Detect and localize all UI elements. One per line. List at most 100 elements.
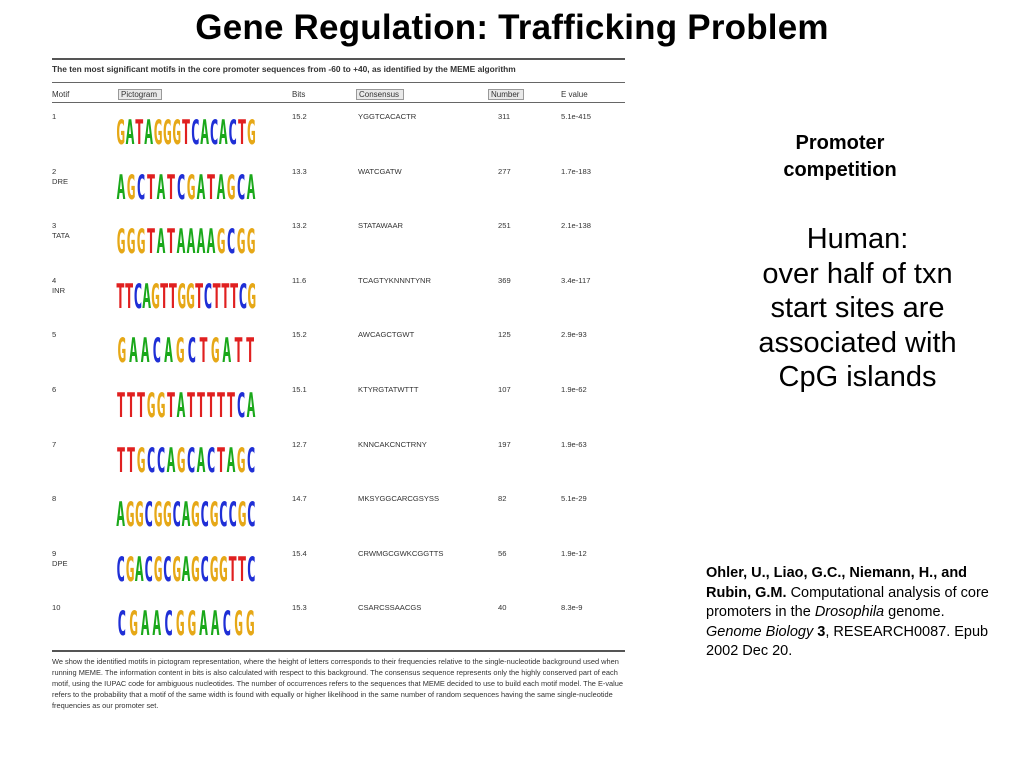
motif-evalue: 3.4e-117 — [561, 275, 591, 285]
logo-letter: C — [228, 496, 237, 532]
logo-letter: C — [116, 551, 125, 587]
motif-id: 2 — [52, 166, 57, 176]
logo-letter: A — [152, 606, 161, 642]
logo-letter: A — [166, 442, 175, 478]
logo-letter: G — [176, 333, 185, 369]
logo-letter: C — [152, 333, 161, 369]
logo-letter: G — [246, 606, 255, 642]
motif-row: 7 T T G C C A G C A C T A G C 12.7 KNNCAKCNCTRNY 197 1.9e-… — [52, 440, 625, 494]
logo-letter: T — [116, 442, 125, 478]
logo-letter: A — [196, 442, 205, 478]
motif-consensus: YGGTCACACTR — [358, 112, 417, 121]
motif-id: 9 — [52, 548, 57, 558]
logo-letter: A — [206, 223, 215, 259]
motif-evalue: 2.1e-138 — [561, 221, 591, 231]
logo-letter: G — [237, 496, 246, 532]
logo-letter: G — [153, 496, 162, 532]
motif-row: 8 A G G C G G C A G C G C C G C 14.7 MKSYGGCARCGSYSS 82 5.1… — [52, 494, 625, 548]
table-header-rule — [52, 102, 625, 103]
human-line-5: CpG islands — [778, 361, 937, 393]
logo-letter: G — [136, 223, 145, 259]
logo-letter: T — [216, 387, 225, 423]
logo-letter: C — [117, 606, 126, 642]
logo-letter: A — [176, 223, 185, 259]
motif-bits: 15.3 — [292, 603, 307, 613]
logo-letter: T — [216, 442, 225, 478]
logo-letter: G — [146, 387, 155, 423]
motif-row: 1 G A T A G G G T C A C A C T G 15.2 YGGTCACACTR 311 5.1e-4… — [52, 112, 625, 166]
motif-number: 40 — [498, 603, 507, 613]
logo-letter: T — [181, 114, 190, 150]
logo-letter: T — [126, 442, 135, 478]
logo-letter: G — [163, 114, 172, 150]
logo-letter: C — [236, 169, 245, 205]
motif-name: TATA — [52, 231, 70, 241]
logo-letter: A — [156, 223, 165, 259]
logo-letter: A — [129, 333, 138, 369]
logo-letter: T — [230, 278, 239, 314]
logo-letter: C — [247, 551, 256, 587]
logo-letter: C — [191, 114, 200, 150]
motif-bits: 15.4 — [292, 548, 307, 558]
logo-letter: G — [151, 278, 160, 314]
logo-letter: C — [222, 606, 231, 642]
logo-letter: G — [191, 551, 200, 587]
logo-letter: G — [247, 114, 256, 150]
motif-number: 311 — [498, 112, 511, 121]
logo-letter: T — [166, 387, 175, 423]
motif-number: 277 — [498, 166, 511, 176]
logo-letter: C — [209, 114, 218, 150]
logo-letter: A — [246, 387, 255, 423]
logo-letter: C — [200, 496, 209, 532]
logo-letter: G — [226, 169, 235, 205]
motif-number: 251 — [498, 221, 511, 231]
logo-letter: A — [222, 333, 231, 369]
logo-letter: G — [186, 278, 195, 314]
logo-letter: G — [247, 278, 256, 314]
logo-letter: A — [141, 606, 150, 642]
table-bottom-rule — [52, 650, 625, 652]
motif-name: INR — [52, 285, 66, 295]
logo-letter: T — [116, 278, 125, 314]
logo-letter: T — [196, 387, 205, 423]
logo-letter: A — [200, 114, 209, 150]
logo-letter: G — [236, 223, 245, 259]
logo-letter: A — [211, 606, 220, 642]
logo-letter: A — [125, 114, 134, 150]
motif-evalue: 8.3e-9 — [561, 603, 583, 613]
logo-letter: G — [135, 496, 144, 532]
motif-name: DPE — [52, 558, 68, 568]
logo-letter: C — [187, 333, 196, 369]
logo-letter: G — [191, 496, 200, 532]
motif-consensus: MKSYGGCARCGSYSS — [358, 494, 440, 504]
logo-letter: G — [211, 333, 220, 369]
logo-letter: C — [246, 442, 255, 478]
logo-letter: C — [206, 442, 215, 478]
logo-letter: A — [186, 223, 195, 259]
logo-letter: G — [125, 551, 134, 587]
motif-evalue: 1.9e-62 — [561, 385, 587, 394]
motif-consensus: CRWMGCGWKCGGTTS — [358, 548, 444, 558]
logo-letter: A — [135, 551, 144, 587]
human-line-1: Human: — [806, 223, 909, 255]
motif-id: 8 — [52, 494, 57, 504]
motif-row: 5 G A A C A G C T G A T T 15.2 AWCAGCTGWT 125 2.9e-93 — [52, 330, 625, 384]
motif-row: 3 TATA G G G T A T A A A A G C G G 13.2 STATAWAAR 251 2.1e-… — [52, 221, 625, 275]
motif-row: 10 C G A A C G G A A C G G 15.3 CSARCSSAACGS 40 8.3e-9 — [52, 603, 625, 657]
table-rule — [52, 82, 625, 83]
logo-letter: G — [176, 606, 185, 642]
motif-row: 9 DPE C G A C G C G A G C G G T T C 15.4 CRWMGCGWKCGGTTS 56… — [52, 549, 625, 603]
motif-evalue: 1.9e-63 — [561, 439, 587, 449]
logo-letter: T — [206, 387, 215, 423]
logo-letter: G — [219, 551, 228, 587]
logo-letter: C — [146, 442, 155, 478]
motif-row: 2 DRE A G C T A T C G A T A G C A 13.3 WATCGATW 277 1.7e-18… — [52, 167, 625, 221]
logo-letter: A — [196, 169, 205, 205]
citation-volume: 3 — [817, 623, 826, 640]
